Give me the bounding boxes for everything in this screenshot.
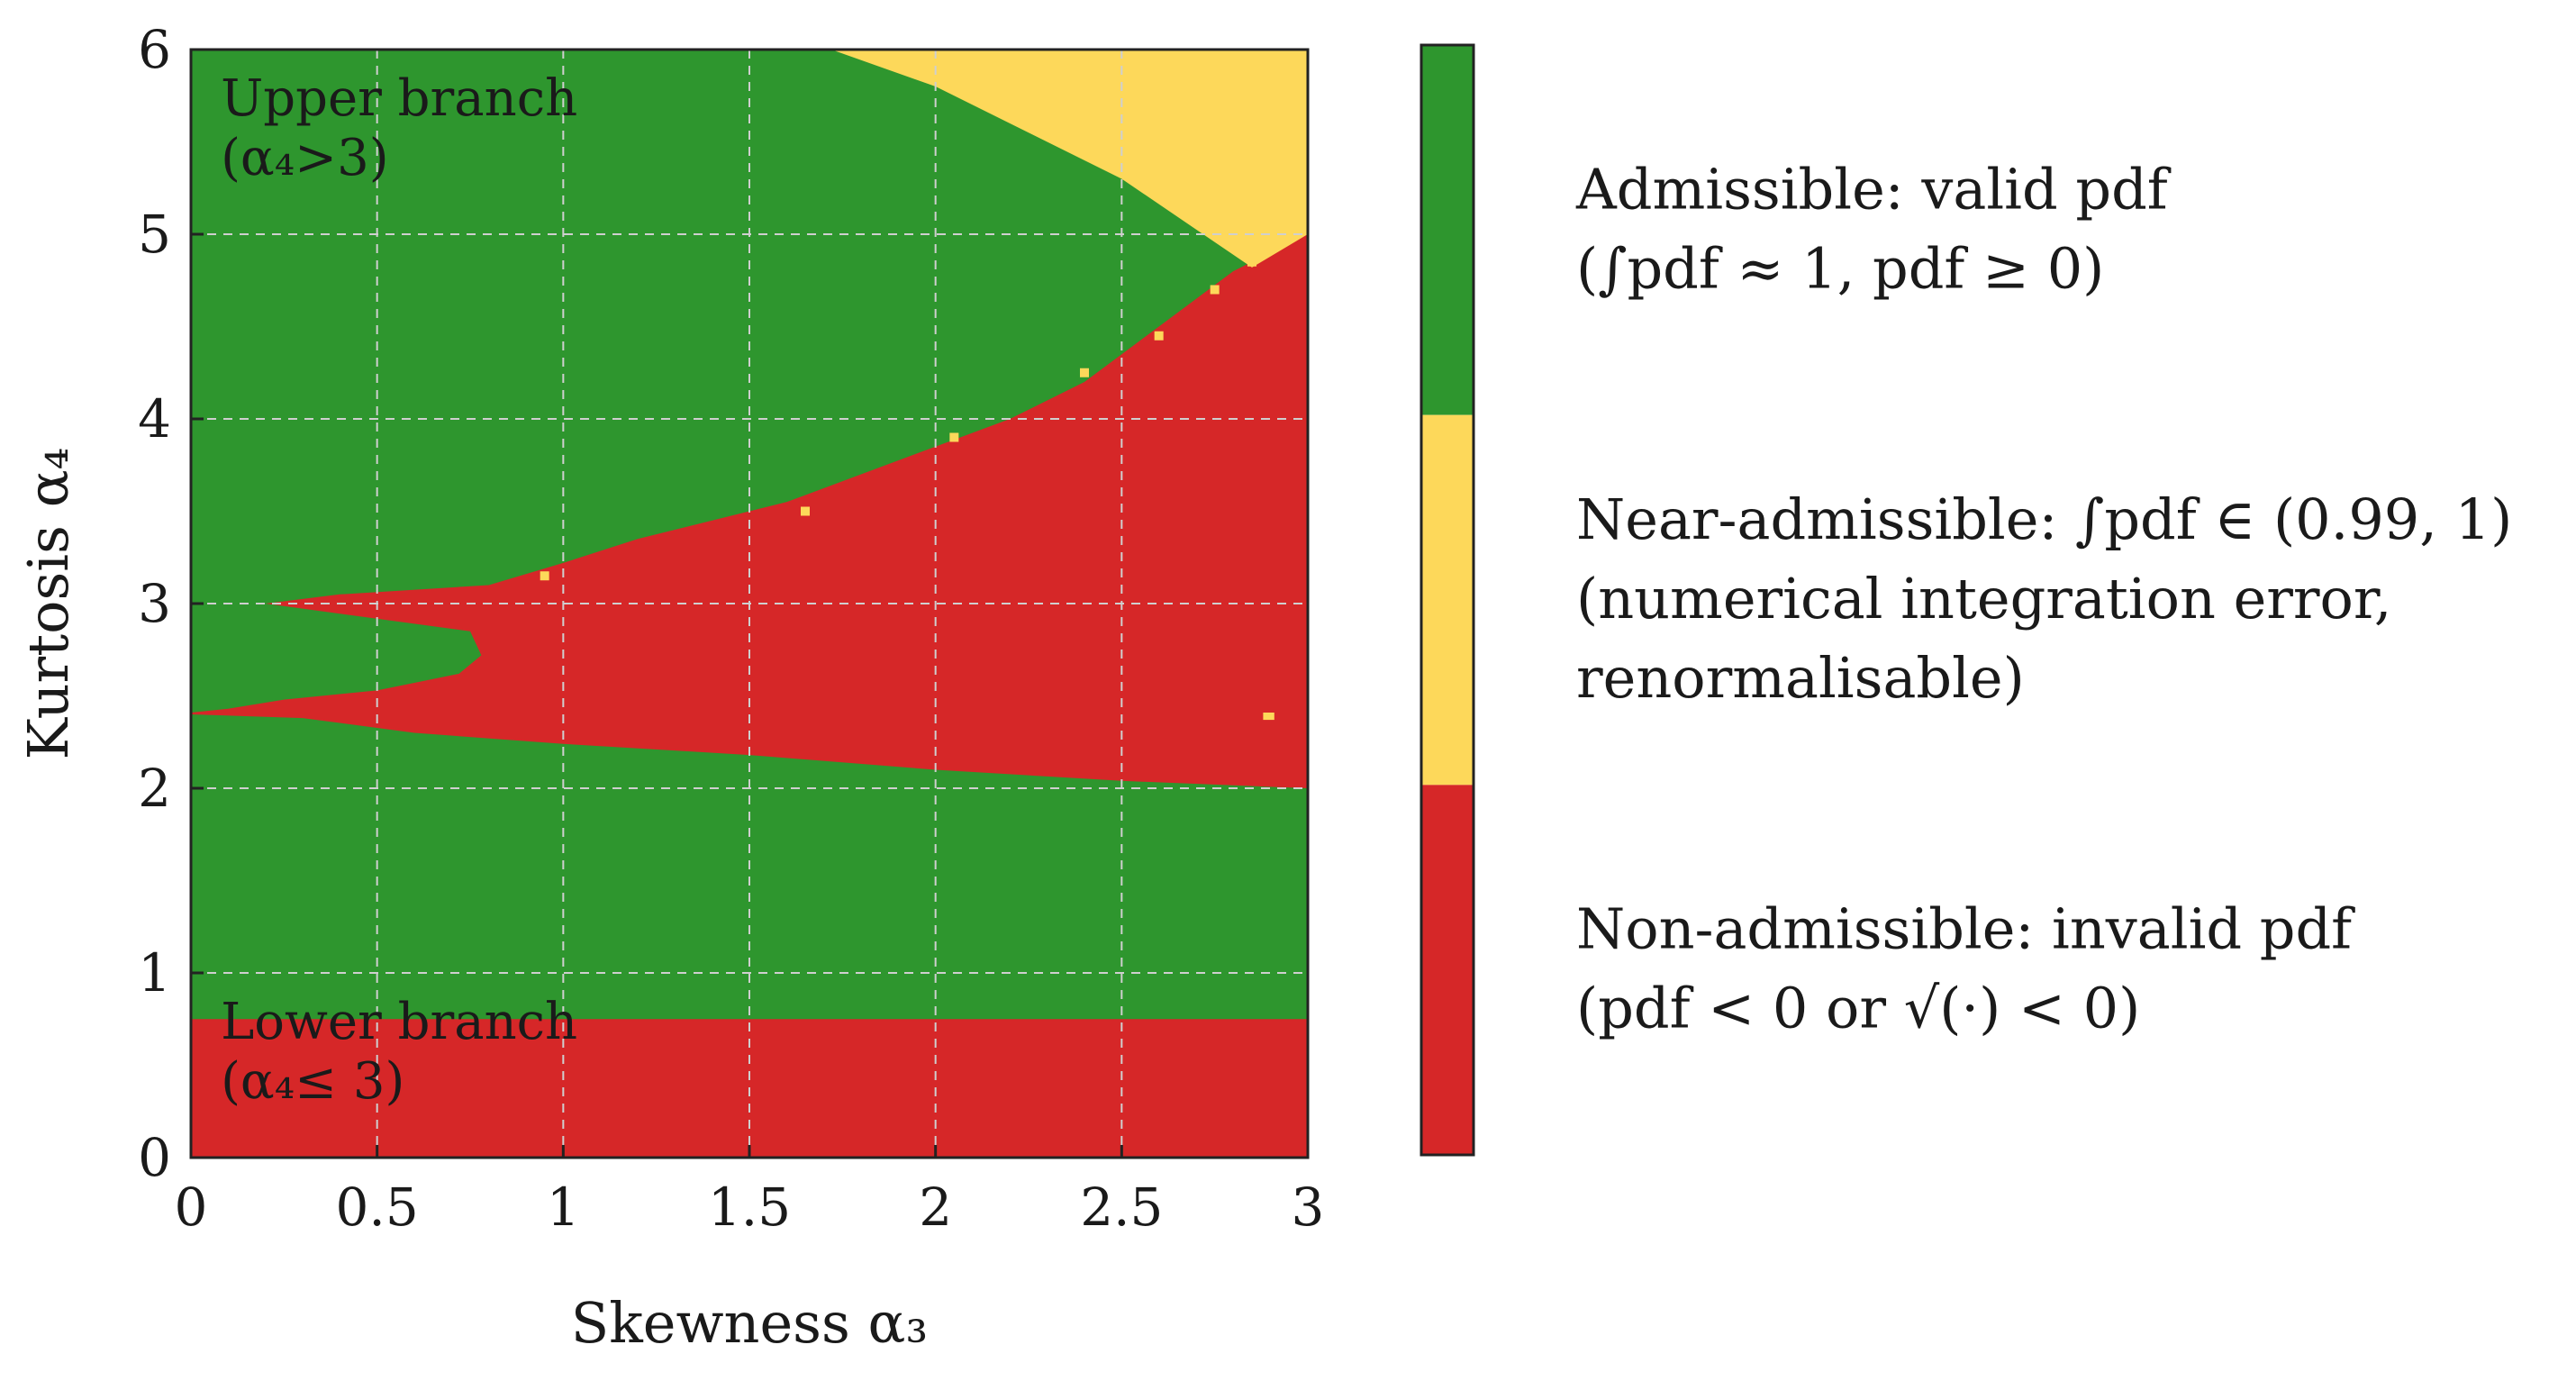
x-tick-label: 1.5 xyxy=(708,1177,791,1238)
x-tick-label: 3 xyxy=(1292,1177,1325,1238)
annotation-title: Lower branch xyxy=(221,993,577,1051)
y-tick-label: 5 xyxy=(138,204,171,265)
annotation-condition: (α₄>3) xyxy=(221,129,389,187)
legend-label: renormalisable) xyxy=(1576,645,2025,711)
legend-swatch-near-admissible xyxy=(1421,414,1474,786)
boundary-dot xyxy=(949,432,959,442)
y-tick-label: 3 xyxy=(138,573,171,634)
legend-frame xyxy=(1420,43,1475,1157)
legend-swatch-non-admissible xyxy=(1421,785,1474,1155)
x-tick-label: 2 xyxy=(919,1177,952,1238)
annotation-title: Upper branch xyxy=(221,69,577,128)
y-tick-label: 6 xyxy=(138,19,171,80)
legend-swatch-admissible xyxy=(1421,45,1474,415)
x-tick-label: 0 xyxy=(175,1177,208,1238)
boundary-dot xyxy=(1154,331,1164,341)
boundary-dot xyxy=(1210,285,1220,295)
grid xyxy=(191,50,1308,1158)
legend-label: (pdf < 0 or √(·) < 0) xyxy=(1576,976,2140,1041)
boundary-dot xyxy=(540,571,549,581)
y-axis-ticks: 0 1 2 3 4 5 6 xyxy=(138,19,204,1188)
legend-label: Near-admissible: ∫pdf ∈ (0.99, 1) xyxy=(1576,486,2512,552)
boundary-dot xyxy=(1080,368,1089,377)
boundary-dot xyxy=(801,506,810,516)
y-tick-label: 4 xyxy=(138,388,171,450)
region-near-admissible-isolated-point xyxy=(1263,713,1274,721)
annotations: Upper branch(α₄>3) Lower branch(α₄≤ 3) xyxy=(221,69,577,1111)
y-tick-label: 2 xyxy=(138,758,171,819)
legend: Admissible: valid pdf (∫pdf ≈ 1, pdf ≥ 0)… xyxy=(1420,43,2512,1157)
y-tick-label: 0 xyxy=(138,1127,171,1188)
x-tick-label: 2.5 xyxy=(1080,1177,1163,1238)
region-near-admissible-upper-right-corner xyxy=(830,50,1308,268)
x-tick-label: 0.5 xyxy=(336,1177,419,1238)
annotation-condition: (α₄≤ 3) xyxy=(221,1052,404,1111)
legend-label: Admissible: valid pdf xyxy=(1575,156,2172,222)
boundary-dot xyxy=(1247,257,1256,267)
legend-label: (numerical integration error, xyxy=(1576,566,2391,631)
y-axis-label: Kurtosis α₄ xyxy=(15,448,81,760)
legend-label: (∫pdf ≈ 1, pdf ≥ 0) xyxy=(1576,235,2104,301)
y-tick-label: 1 xyxy=(138,942,171,1004)
x-axis-label: Skewness α₃ xyxy=(571,1290,929,1356)
legend-label: Non-admissible: invalid pdf xyxy=(1576,896,2355,962)
boundary-dots xyxy=(540,257,1256,581)
x-tick-label: 1 xyxy=(547,1177,580,1238)
x-axis-ticks: 0 0.5 1 1.5 2 2.5 3 xyxy=(175,1145,1325,1238)
